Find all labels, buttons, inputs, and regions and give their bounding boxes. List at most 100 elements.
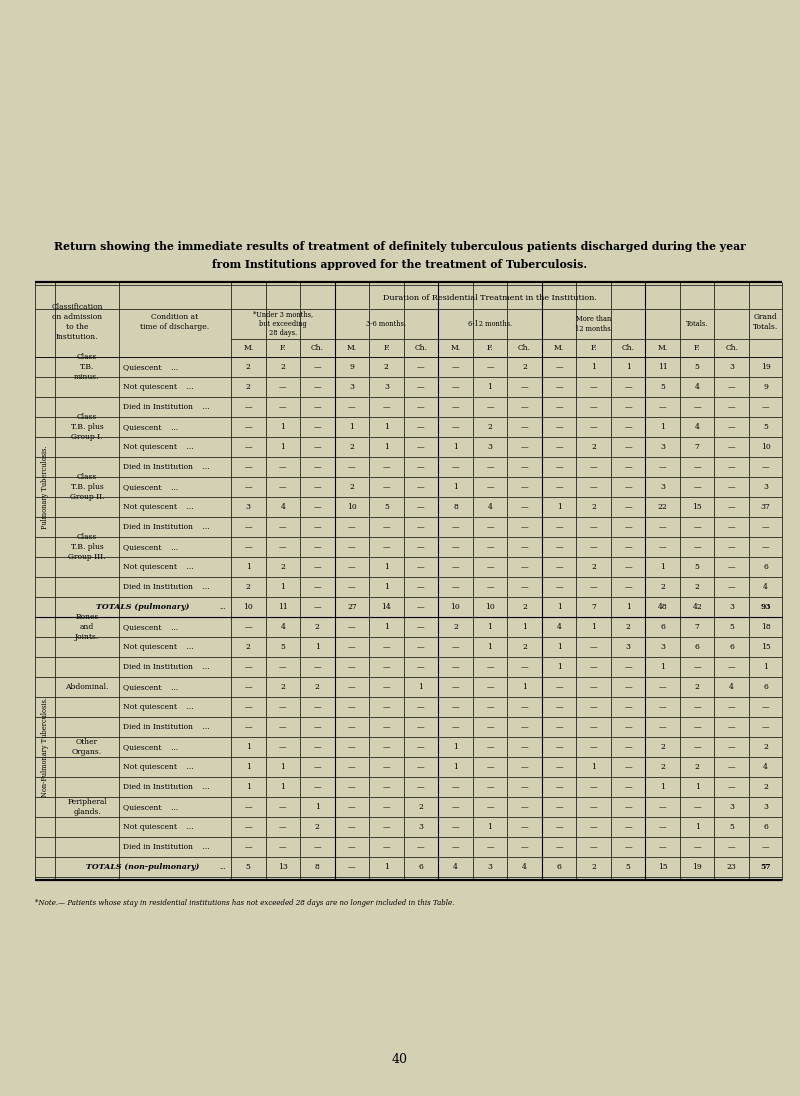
Text: —: —: [452, 703, 459, 711]
Text: Condition at
time of discharge.: Condition at time of discharge.: [141, 313, 210, 331]
Text: —: —: [279, 543, 286, 551]
Text: 1: 1: [384, 563, 389, 571]
Text: —: —: [314, 663, 321, 671]
Text: —: —: [590, 483, 598, 491]
Text: Peripheral
glands.: Peripheral glands.: [67, 798, 107, 815]
Text: —: —: [382, 683, 390, 690]
Text: —: —: [314, 443, 321, 450]
Text: —: —: [624, 463, 632, 471]
Text: Class
T.B. plus
Group III.: Class T.B. plus Group III.: [68, 533, 106, 561]
Text: 2: 2: [522, 643, 527, 651]
Text: —: —: [659, 703, 666, 711]
Text: —: —: [417, 583, 425, 591]
Text: —: —: [521, 663, 528, 671]
Text: 5: 5: [730, 623, 734, 631]
Text: 4: 4: [453, 863, 458, 871]
Text: ...: ...: [219, 603, 226, 610]
Text: 6: 6: [730, 643, 734, 651]
Text: 2: 2: [487, 423, 493, 431]
Text: 3: 3: [660, 483, 665, 491]
Text: 6: 6: [763, 683, 768, 690]
Text: 15: 15: [658, 863, 667, 871]
Text: 2: 2: [660, 743, 665, 751]
Text: —: —: [521, 843, 528, 850]
Text: —: —: [417, 563, 425, 571]
Text: 8: 8: [453, 503, 458, 511]
Text: 1: 1: [591, 763, 596, 770]
Text: —: —: [590, 803, 598, 811]
Text: —: —: [245, 723, 252, 731]
Text: 2: 2: [350, 443, 354, 450]
Text: —: —: [382, 803, 390, 811]
Text: 2: 2: [315, 823, 320, 831]
Text: —: —: [417, 843, 425, 850]
Text: —: —: [486, 743, 494, 751]
Text: —: —: [348, 823, 356, 831]
Text: —: —: [348, 643, 356, 651]
Text: —: —: [590, 383, 598, 391]
Text: 7: 7: [591, 603, 596, 610]
Text: —: —: [659, 403, 666, 411]
Text: 3: 3: [246, 503, 250, 511]
Text: —: —: [452, 823, 459, 831]
Text: 1: 1: [591, 623, 596, 631]
Text: —: —: [314, 723, 321, 731]
Text: 4: 4: [280, 503, 286, 511]
Text: —: —: [245, 463, 252, 471]
Text: 11: 11: [658, 363, 667, 372]
Text: —: —: [314, 483, 321, 491]
Text: 1: 1: [591, 363, 596, 372]
Text: —: —: [624, 743, 632, 751]
Text: —: —: [486, 763, 494, 770]
Text: F.: F.: [694, 344, 701, 352]
Text: —: —: [521, 743, 528, 751]
Text: —: —: [624, 403, 632, 411]
Text: 5: 5: [626, 863, 630, 871]
Text: 1: 1: [280, 423, 286, 431]
Text: —: —: [694, 403, 701, 411]
Text: 15: 15: [692, 503, 702, 511]
Text: 1: 1: [557, 663, 562, 671]
Text: M.: M.: [554, 344, 564, 352]
Text: —: —: [314, 543, 321, 551]
Text: —: —: [314, 843, 321, 850]
Text: —: —: [590, 683, 598, 690]
Text: 3: 3: [660, 643, 665, 651]
Text: —: —: [624, 803, 632, 811]
Text: 6: 6: [418, 863, 423, 871]
Text: 3: 3: [730, 603, 734, 610]
Text: M.: M.: [243, 344, 254, 352]
Text: Quiescent    ...: Quiescent ...: [123, 423, 178, 431]
Text: —: —: [382, 663, 390, 671]
Text: 5: 5: [246, 863, 250, 871]
Text: 27: 27: [347, 603, 357, 610]
Text: 1: 1: [453, 483, 458, 491]
Text: —: —: [417, 743, 425, 751]
Text: 6: 6: [763, 823, 768, 831]
Text: Other
Organs.: Other Organs.: [72, 738, 102, 756]
Text: —: —: [728, 403, 735, 411]
Text: Non-Pulmonary Tuberculosis.: Non-Pulmonary Tuberculosis.: [41, 697, 49, 797]
Text: 3: 3: [487, 443, 493, 450]
Text: —: —: [452, 583, 459, 591]
Text: 2: 2: [384, 363, 389, 372]
Text: 2: 2: [246, 583, 250, 591]
Text: —: —: [659, 723, 666, 731]
Text: 1: 1: [246, 763, 250, 770]
Text: —: —: [624, 763, 632, 770]
Text: 1: 1: [487, 383, 493, 391]
Text: 1: 1: [384, 623, 389, 631]
Text: —: —: [279, 843, 286, 850]
Text: Duration of Residential Treatment in the Institution.: Duration of Residential Treatment in the…: [383, 294, 597, 302]
Text: 10: 10: [485, 603, 495, 610]
Text: 5: 5: [660, 383, 665, 391]
Text: 1: 1: [384, 583, 389, 591]
Text: —: —: [728, 663, 735, 671]
Text: —: —: [452, 723, 459, 731]
Text: 22: 22: [658, 503, 667, 511]
Text: 3: 3: [350, 383, 354, 391]
Text: 7: 7: [694, 443, 700, 450]
Text: 6: 6: [557, 863, 562, 871]
Text: Died in Institution    ...: Died in Institution ...: [123, 663, 210, 671]
Text: —: —: [452, 843, 459, 850]
